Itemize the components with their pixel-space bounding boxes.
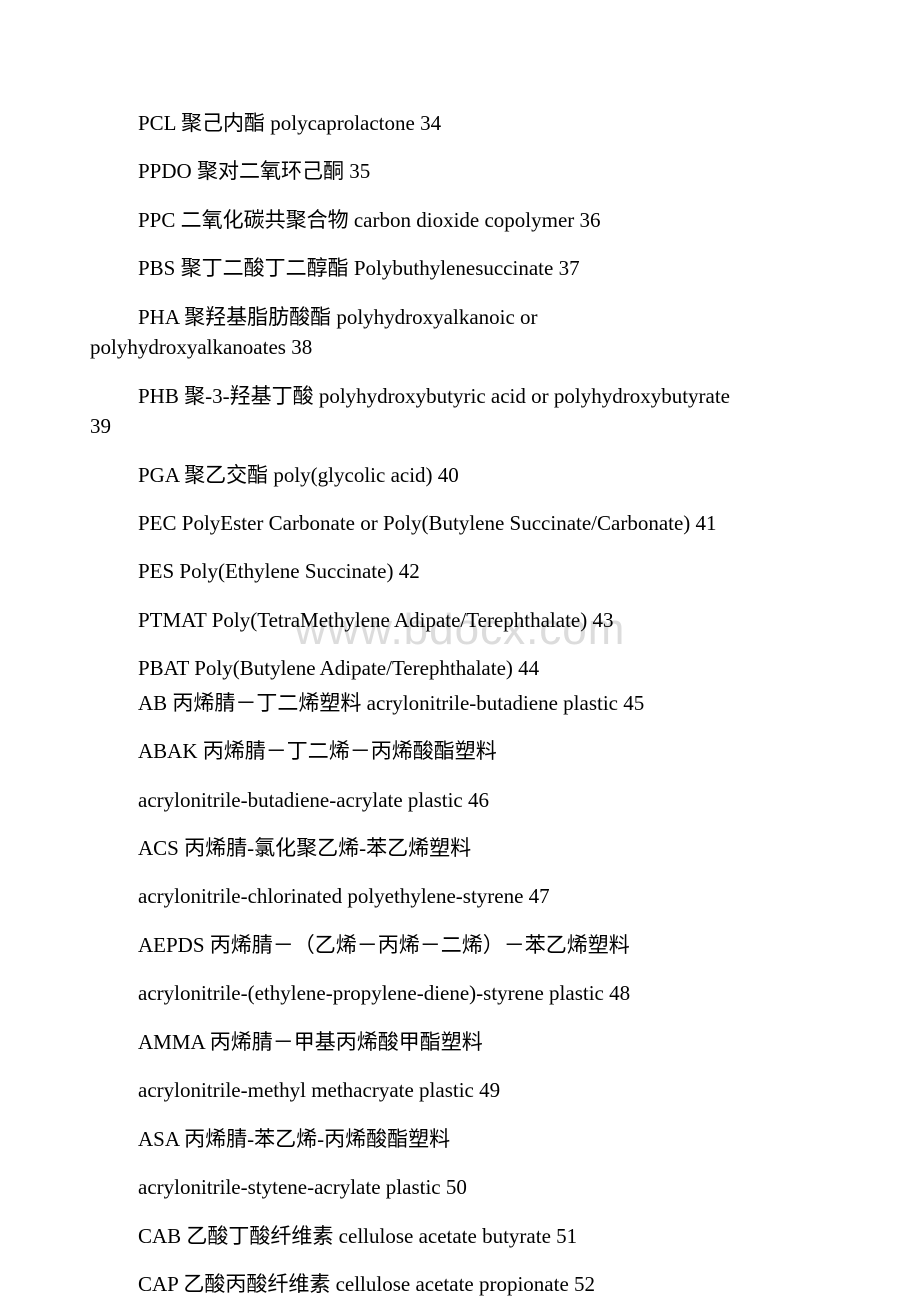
text-entry: AB 丙烯腈－丁二烯塑料 acrylonitrile-butadiene pla… (90, 688, 830, 718)
text-entry: PPC 二氧化碳共聚合物 carbon dioxide copolymer 36 (90, 205, 830, 235)
text-entry: acrylonitrile-(ethylene-propylene-diene)… (90, 978, 830, 1008)
text-line: PHA 聚羟基脂肪酸酯 polyhydroxyalkanoic or (90, 302, 830, 332)
document-content: PCL 聚己内酯 polycaprolactone 34 PPDO 聚对二氧环己酮… (90, 108, 830, 1299)
text-line: 39 (90, 411, 830, 441)
text-entry: acrylonitrile-methyl methacryate plastic… (90, 1075, 830, 1105)
text-entry: PES Poly(Ethylene Succinate) 42 (90, 556, 830, 586)
text-entry: ASA 丙烯腈-苯乙烯-丙烯酸酯塑料 (90, 1124, 830, 1154)
text-entry: PTMAT Poly(TetraMethylene Adipate/Tereph… (90, 605, 830, 635)
text-entry-wrapped: PHA 聚羟基脂肪酸酯 polyhydroxyalkanoic orpolyhy… (90, 302, 830, 363)
text-entry: ACS 丙烯腈-氯化聚乙烯-苯乙烯塑料 (90, 833, 830, 863)
text-entry: PBAT Poly(Butylene Adipate/Terephthalate… (90, 653, 830, 683)
text-entry: CAB 乙酸丁酸纤维素 cellulose acetate butyrate 5… (90, 1221, 830, 1251)
text-entry: PEC PolyEster Carbonate or Poly(Butylene… (90, 508, 830, 538)
text-entry: acrylonitrile-butadiene-acrylate plastic… (90, 785, 830, 815)
text-line: polyhydroxyalkanoates 38 (90, 332, 830, 362)
text-entry: acrylonitrile-stytene-acrylate plastic 5… (90, 1172, 830, 1202)
text-entry-wrapped: PHB 聚-3-羟基丁酸 polyhydroxybutyric acid or … (90, 381, 830, 442)
text-entry: PGA 聚乙交酯 poly(glycolic acid) 40 (90, 460, 830, 490)
text-entry: acrylonitrile-chlorinated polyethylene-s… (90, 881, 830, 911)
text-line: PHB 聚-3-羟基丁酸 polyhydroxybutyric acid or … (90, 381, 830, 411)
text-entry: ABAK 丙烯腈－丁二烯－丙烯酸酯塑料 (90, 736, 830, 766)
text-entry: AMMA 丙烯腈－甲基丙烯酸甲酯塑料 (90, 1027, 830, 1057)
text-entry: CAP 乙酸丙酸纤维素 cellulose acetate propionate… (90, 1269, 830, 1299)
text-entry: AEPDS 丙烯腈－（乙烯－丙烯－二烯）－苯乙烯塑料 (90, 930, 830, 960)
text-entry: PCL 聚己内酯 polycaprolactone 34 (90, 108, 830, 138)
text-entry: PBS 聚丁二酸丁二醇酯 Polybuthylenesuccinate 37 (90, 253, 830, 283)
text-entry: PPDO 聚对二氧环己酮 35 (90, 156, 830, 186)
